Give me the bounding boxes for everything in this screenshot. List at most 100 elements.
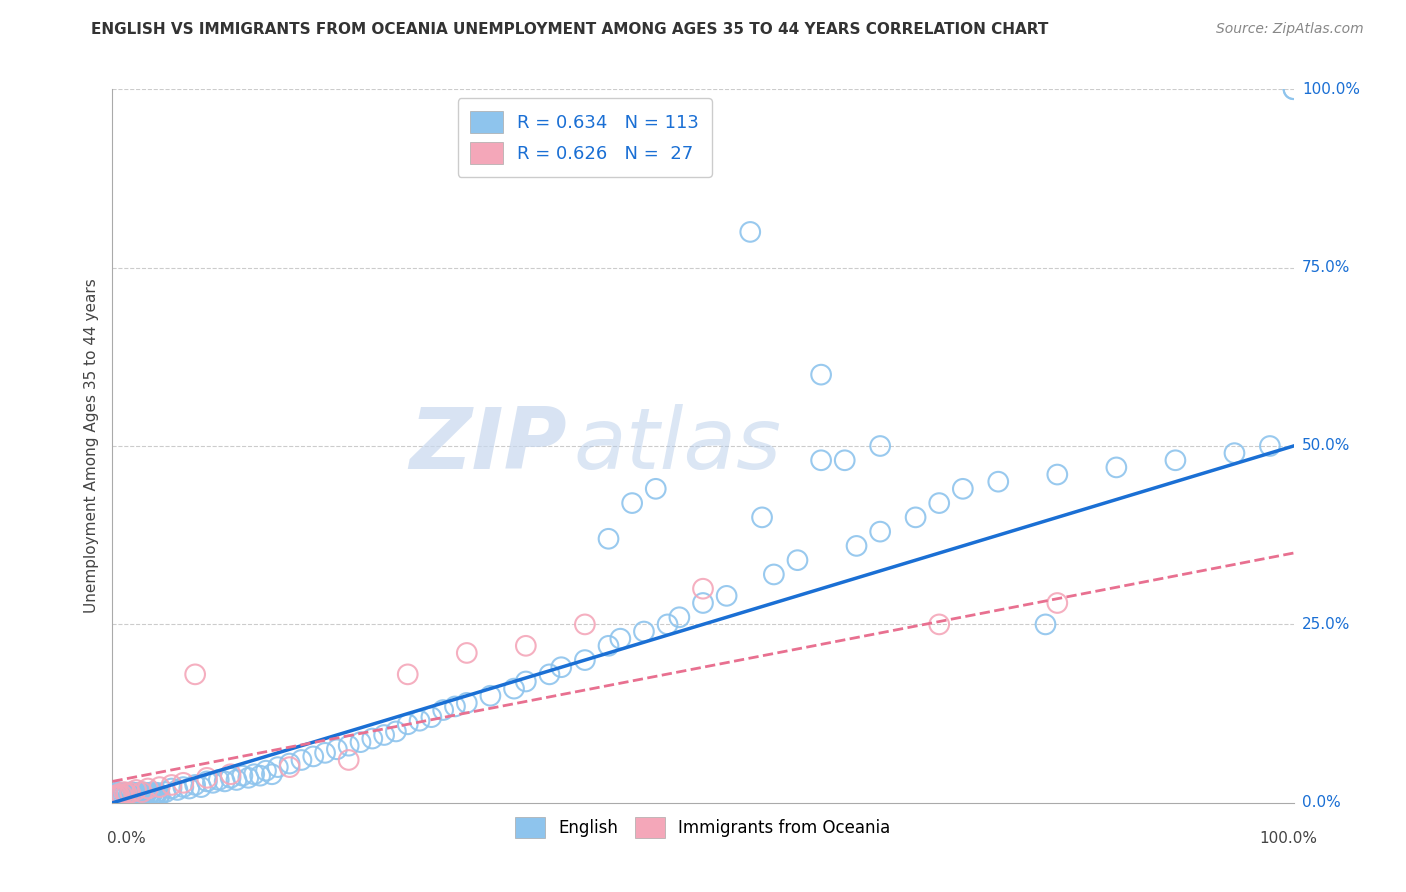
Point <box>762 567 785 582</box>
Point <box>141 789 163 803</box>
Y-axis label: Unemployment Among Ages 35 to 44 years: Unemployment Among Ages 35 to 44 years <box>83 278 98 614</box>
Point <box>254 764 277 778</box>
Point <box>657 617 679 632</box>
Point <box>142 790 165 805</box>
Text: 0.0%: 0.0% <box>1302 796 1340 810</box>
Point <box>1035 617 1057 632</box>
Point <box>278 756 301 771</box>
Text: 50.0%: 50.0% <box>1302 439 1350 453</box>
Point <box>214 774 236 789</box>
Point <box>136 781 159 796</box>
Text: 25.0%: 25.0% <box>1302 617 1350 632</box>
Point <box>1046 596 1069 610</box>
Point <box>125 783 148 797</box>
Point <box>810 368 832 382</box>
Point <box>208 772 231 787</box>
Point <box>122 787 145 801</box>
Point <box>515 674 537 689</box>
Point <box>179 781 201 796</box>
Point <box>786 553 808 567</box>
Point <box>444 699 467 714</box>
Point <box>128 787 150 801</box>
Point <box>131 785 153 799</box>
Point <box>503 681 526 696</box>
Point <box>148 789 170 804</box>
Point <box>243 767 266 781</box>
Point <box>110 787 132 801</box>
Point <box>111 788 134 802</box>
Point <box>1282 82 1305 96</box>
Point <box>361 731 384 746</box>
Text: ZIP: ZIP <box>409 404 567 488</box>
Point <box>184 667 207 681</box>
Point <box>260 767 283 781</box>
Point <box>928 617 950 632</box>
Point <box>1282 82 1305 96</box>
Point <box>267 760 290 774</box>
Point <box>349 735 371 749</box>
Point <box>135 789 157 803</box>
Point <box>143 787 166 801</box>
Point <box>114 789 136 803</box>
Point <box>160 778 183 792</box>
Point <box>740 225 762 239</box>
Point <box>120 786 142 800</box>
Point <box>385 724 408 739</box>
Point <box>1164 453 1187 467</box>
Point <box>231 769 253 783</box>
Point <box>869 439 891 453</box>
Point <box>633 624 655 639</box>
Point <box>105 790 128 805</box>
Point <box>337 753 360 767</box>
Point <box>146 786 169 800</box>
Point <box>172 776 194 790</box>
Point <box>1223 446 1246 460</box>
Text: 0.0%: 0.0% <box>107 831 145 847</box>
Point <box>644 482 666 496</box>
Point <box>225 772 247 787</box>
Point <box>138 788 160 802</box>
Point <box>810 453 832 467</box>
Point <box>127 789 149 804</box>
Point <box>952 482 974 496</box>
Point <box>751 510 773 524</box>
Text: 100.0%: 100.0% <box>1260 831 1317 847</box>
Point <box>184 778 207 792</box>
Point <box>249 769 271 783</box>
Point <box>107 787 129 801</box>
Point <box>125 786 148 800</box>
Point <box>456 646 478 660</box>
Point <box>420 710 443 724</box>
Point <box>108 789 131 803</box>
Point <box>190 780 212 794</box>
Text: Source: ZipAtlas.com: Source: ZipAtlas.com <box>1216 22 1364 37</box>
Point <box>538 667 561 681</box>
Point <box>111 789 134 804</box>
Point <box>904 510 927 524</box>
Point <box>134 787 156 801</box>
Point <box>574 653 596 667</box>
Point <box>112 788 135 802</box>
Point <box>716 589 738 603</box>
Point <box>104 789 127 803</box>
Point <box>238 771 260 785</box>
Text: 75.0%: 75.0% <box>1302 260 1350 275</box>
Point <box>112 785 135 799</box>
Text: ENGLISH VS IMMIGRANTS FROM OCEANIA UNEMPLOYMENT AMONG AGES 35 TO 44 YEARS CORREL: ENGLISH VS IMMIGRANTS FROM OCEANIA UNEMP… <box>91 22 1049 37</box>
Point <box>574 617 596 632</box>
Legend: English, Immigrants from Oceania: English, Immigrants from Oceania <box>509 811 897 845</box>
Point <box>692 582 714 596</box>
Point <box>115 787 138 801</box>
Point <box>432 703 454 717</box>
Point <box>219 771 242 785</box>
Point <box>120 789 142 803</box>
Point <box>201 776 224 790</box>
Point <box>396 667 419 681</box>
Point <box>290 753 312 767</box>
Point <box>136 789 159 804</box>
Point <box>302 749 325 764</box>
Point <box>139 787 162 801</box>
Point <box>314 746 336 760</box>
Point <box>131 785 153 799</box>
Point <box>149 780 172 794</box>
